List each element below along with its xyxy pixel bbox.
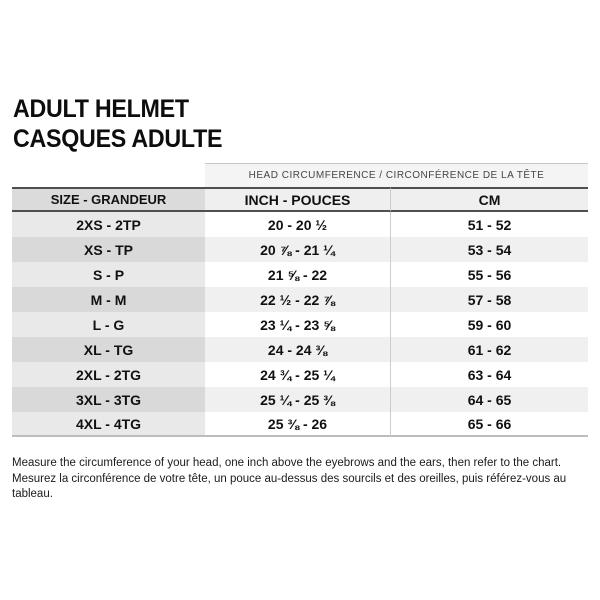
size-cell: 2XL - 2TG xyxy=(12,362,205,387)
cm-cell: 51 - 52 xyxy=(390,212,588,237)
inch-cell: 24 - 24 ⅜ xyxy=(205,337,390,362)
cm-cell: 63 - 64 xyxy=(390,362,588,387)
cm-cell: 64 - 65 xyxy=(390,387,588,412)
head-circumference-header: HEAD CIRCUMFERENCE / CIRCONFÉRENCE DE LA… xyxy=(205,163,588,187)
size-cell: 3XL - 3TG xyxy=(12,387,205,412)
instruction-line-en: Measure the circumference of your head, … xyxy=(12,457,562,469)
column-header-inch: INCH - POUCES xyxy=(205,187,390,212)
cm-cell: 53 - 54 xyxy=(390,237,588,262)
instruction-line-fr: Mesurez la circonférence de votre tête, … xyxy=(12,472,567,501)
inch-cell: 25 ⅜ - 26 xyxy=(205,412,390,437)
cm-cell: 57 - 58 xyxy=(390,287,588,312)
size-cell: 4XL - 4TG xyxy=(12,412,205,437)
column-header-cm: CM xyxy=(390,187,588,212)
size-cell: 2XS - 2TP xyxy=(12,212,205,237)
page-title-en: ADULT HELMET xyxy=(13,95,189,123)
measurement-instructions: Measure the circumference of your head, … xyxy=(12,456,600,503)
helmet-size-table: HEAD CIRCUMFERENCE / CIRCONFÉRENCE DE LA… xyxy=(12,163,588,437)
page-title: ADULT HELMET CASQUES ADULTE xyxy=(13,94,223,154)
size-cell: L - G xyxy=(12,312,205,337)
inch-cell: 21 ⅝ - 22 xyxy=(205,262,390,287)
page-title-fr: CASQUES ADULTE xyxy=(13,125,223,153)
size-cell: XS - TP xyxy=(12,237,205,262)
size-cell: XL - TG xyxy=(12,337,205,362)
size-cell: S - P xyxy=(12,262,205,287)
inch-cell: 23 ¼ - 23 ⅝ xyxy=(205,312,390,337)
cm-cell: 65 - 66 xyxy=(390,412,588,437)
inch-cell: 22 ½ - 22 ⅞ xyxy=(205,287,390,312)
size-cell: M - M xyxy=(12,287,205,312)
inch-cell: 24 ¾ - 25 ¼ xyxy=(205,362,390,387)
cm-cell: 61 - 62 xyxy=(390,337,588,362)
table-corner-spacer xyxy=(12,163,205,187)
cm-cell: 55 - 56 xyxy=(390,262,588,287)
inch-cell: 25 ¼ - 25 ⅜ xyxy=(205,387,390,412)
column-header-size: SIZE - GRANDEUR xyxy=(12,187,205,212)
inch-cell: 20 - 20 ½ xyxy=(205,212,390,237)
inch-cell: 20 ⅞ - 21 ¼ xyxy=(205,237,390,262)
cm-cell: 59 - 60 xyxy=(390,312,588,337)
